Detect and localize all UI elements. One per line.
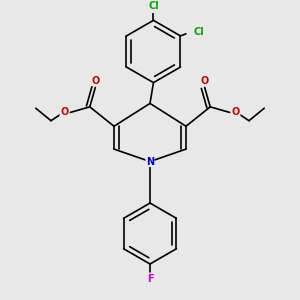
Text: O: O [232, 107, 240, 117]
Text: Cl: Cl [148, 2, 159, 11]
Text: O: O [201, 76, 209, 85]
Text: O: O [91, 76, 99, 85]
Text: O: O [60, 107, 68, 117]
Text: F: F [147, 274, 153, 284]
Text: Cl: Cl [193, 27, 204, 38]
Text: N: N [146, 157, 154, 166]
